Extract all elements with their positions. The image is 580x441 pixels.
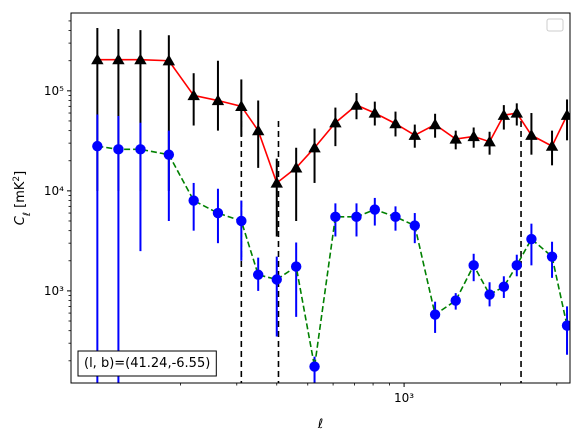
legend-box <box>546 18 564 32</box>
data-point <box>468 260 479 271</box>
data-point <box>235 100 248 111</box>
data-point <box>290 261 302 272</box>
data-point <box>428 118 442 130</box>
y-tick-label: 10³ <box>44 284 64 298</box>
data-point <box>329 116 342 128</box>
y-tick-label: 10⁵ <box>44 84 64 98</box>
data-point <box>429 309 441 320</box>
series-1 <box>92 114 570 383</box>
data-point <box>251 124 265 136</box>
data-point <box>525 129 538 140</box>
data-point <box>498 281 510 292</box>
data-point <box>545 139 559 151</box>
data-point <box>135 144 146 155</box>
data-point <box>497 109 511 120</box>
data-point <box>483 135 496 147</box>
data-point <box>409 220 420 231</box>
y-axis-label: Cℓ [mK2] <box>12 171 33 225</box>
data-point <box>162 54 176 66</box>
data-point <box>163 149 175 160</box>
data-point <box>91 53 104 65</box>
data-point <box>546 251 558 262</box>
data-point <box>330 211 341 223</box>
data-point <box>561 320 570 331</box>
vertical-reference-lines <box>240 120 522 383</box>
data-point <box>270 176 283 188</box>
series-0 <box>91 27 570 237</box>
series-line <box>97 145 568 367</box>
annotation: (l, b)=(41.24,-6.55) <box>77 350 217 377</box>
data-point <box>252 269 264 280</box>
data-point <box>484 289 495 300</box>
data-point <box>467 130 480 142</box>
data-point <box>289 161 303 173</box>
data-point <box>390 211 401 223</box>
data-point <box>112 53 125 65</box>
data-point <box>188 195 199 206</box>
data-point <box>526 233 537 245</box>
annotation-text: (l, b)=(41.24,-6.55) <box>84 356 210 371</box>
data-point <box>510 106 523 118</box>
data-point <box>309 361 320 372</box>
data-point <box>560 109 570 120</box>
data-point <box>351 211 362 223</box>
data-point <box>308 141 321 153</box>
data-point <box>211 94 225 106</box>
y-tick-label: 10⁴ <box>44 184 64 198</box>
axes-frame <box>70 12 571 384</box>
data-point <box>368 106 382 118</box>
data-point <box>450 295 461 306</box>
data-point <box>187 89 200 101</box>
data-point <box>134 53 147 65</box>
annotation-box <box>77 350 217 377</box>
data-point <box>92 140 103 152</box>
x-axis-label: ℓ <box>317 417 323 432</box>
data-point <box>389 117 402 129</box>
x-tick-label: 10³ <box>394 391 414 405</box>
data-point <box>511 260 522 271</box>
data-point <box>449 132 462 144</box>
data-point <box>113 144 124 155</box>
data-point <box>369 204 381 215</box>
data-series <box>91 27 570 383</box>
data-point <box>236 215 247 227</box>
data-point <box>271 274 282 285</box>
series-line <box>97 58 568 185</box>
data-point <box>408 129 421 140</box>
axis-ticks: 10³ 10³ 10⁴ 10⁵ <box>44 20 558 405</box>
data-point <box>212 207 224 219</box>
data-point <box>350 98 363 110</box>
